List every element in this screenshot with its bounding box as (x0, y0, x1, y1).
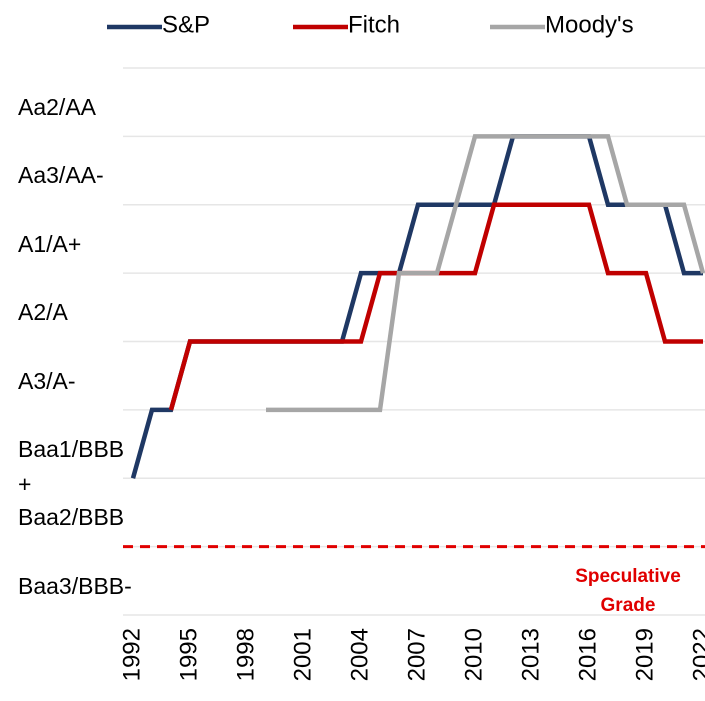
y-tick-label: A1/A+ (18, 230, 82, 257)
x-tick-label: 2016 (574, 628, 601, 681)
x-tick-label: 2001 (289, 628, 316, 681)
x-tick-label: 2007 (403, 628, 430, 681)
y-tick-label: Baa1/BBB+ (18, 435, 125, 497)
x-tick-label: 2010 (460, 628, 487, 681)
y-tick-label: Baa3/BBB- (18, 572, 132, 599)
y-tick-label: Baa2/BBB (18, 504, 125, 531)
x-tick-label: 2004 (346, 628, 373, 681)
legend-label: S&P (162, 11, 210, 38)
x-tick-label: 2013 (517, 628, 544, 681)
x-tick-label: 1998 (232, 628, 259, 681)
x-tick-label: 1995 (175, 628, 202, 681)
y-tick-label: A2/A (18, 299, 68, 326)
reference-label: Speculative Grade (575, 565, 681, 616)
y-tick-label: Aa2/AA (18, 94, 96, 120)
x-tick-label: 2019 (631, 628, 658, 681)
x-tick-label: 2022 (688, 628, 705, 681)
series-line (168, 202, 703, 411)
y-tick-label: A3/A- (18, 367, 76, 394)
legend-label: Fitch (348, 11, 400, 38)
x-tick-label: 1992 (118, 628, 145, 681)
series-line (130, 134, 703, 479)
legend-label: Moody's (545, 11, 634, 38)
series-line (266, 134, 705, 413)
y-tick-label: Aa3/AA- (18, 162, 104, 189)
